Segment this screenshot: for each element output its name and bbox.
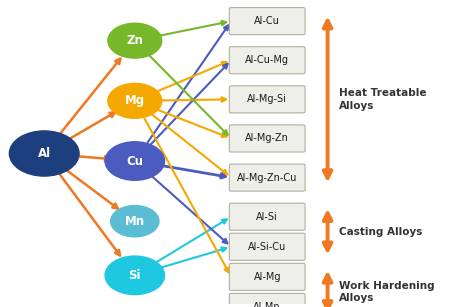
Text: Al-Mg-Si: Al-Mg-Si <box>247 94 287 104</box>
Text: Cu: Cu <box>126 154 143 168</box>
Text: Al-Si: Al-Si <box>256 212 278 222</box>
Circle shape <box>110 206 159 237</box>
Circle shape <box>108 84 162 118</box>
Text: Mn: Mn <box>125 215 145 228</box>
Text: Al-Mg-Zn: Al-Mg-Zn <box>245 134 289 143</box>
Text: Al-Si-Cu: Al-Si-Cu <box>248 242 286 252</box>
Circle shape <box>108 23 162 58</box>
Text: Al-Mg-Zn-Cu: Al-Mg-Zn-Cu <box>237 173 297 183</box>
FancyBboxPatch shape <box>229 203 305 230</box>
FancyBboxPatch shape <box>229 86 305 113</box>
FancyBboxPatch shape <box>229 164 305 191</box>
Text: Al-Mg: Al-Mg <box>254 272 281 282</box>
Circle shape <box>105 142 164 180</box>
FancyBboxPatch shape <box>229 8 305 35</box>
Text: Casting Alloys: Casting Alloys <box>339 227 422 237</box>
Text: Mg: Mg <box>125 94 145 107</box>
Text: Si: Si <box>128 269 141 282</box>
Text: Zn: Zn <box>127 34 143 47</box>
Text: Al-Mn: Al-Mn <box>254 302 281 307</box>
Circle shape <box>105 256 164 295</box>
FancyBboxPatch shape <box>229 125 305 152</box>
FancyBboxPatch shape <box>229 233 305 260</box>
Text: Heat Treatable
Alloys: Heat Treatable Alloys <box>339 88 427 111</box>
Text: Work Hardening
Alloys: Work Hardening Alloys <box>339 281 435 303</box>
FancyBboxPatch shape <box>229 263 305 290</box>
Text: Al: Al <box>37 147 51 160</box>
Text: Al-Cu: Al-Cu <box>254 16 280 26</box>
Text: Al-Cu-Mg: Al-Cu-Mg <box>245 55 289 65</box>
Circle shape <box>9 131 79 176</box>
FancyBboxPatch shape <box>229 293 305 307</box>
FancyBboxPatch shape <box>229 47 305 74</box>
